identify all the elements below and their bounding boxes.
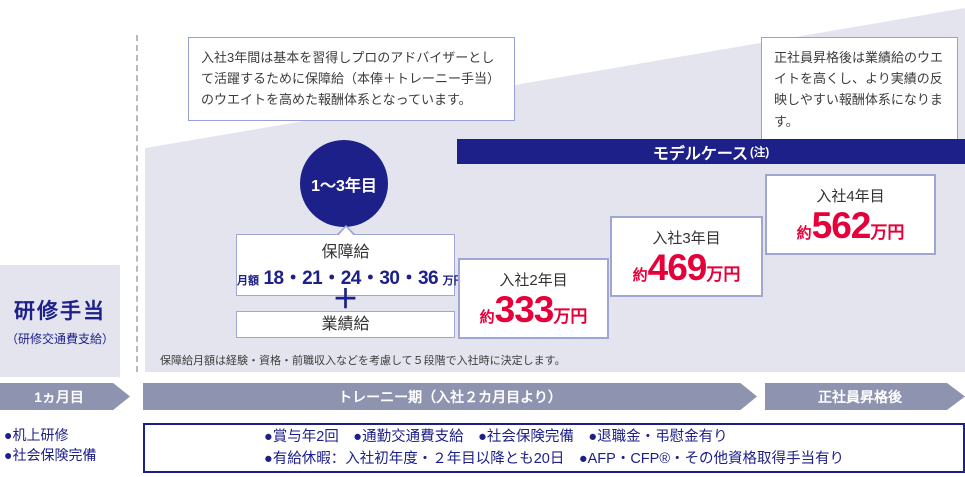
dashed-divider — [136, 35, 138, 372]
training-allowance-title: 研修手当 — [14, 300, 106, 323]
benefits-list: ●賞与年2回 ●通勤交通費支給 ●社会保険完備 ●退職金・弔慰金有り ●有給休暇… — [264, 426, 844, 471]
training-allowance-block: 研修手当 （研修交通費支給） — [0, 265, 120, 377]
years-1-3-badge-label: 1〜3年目 — [311, 177, 377, 195]
years-1-3-badge: 1〜3年目 — [300, 140, 388, 227]
monthly-amounts: 18・21・24・30・36 — [263, 268, 439, 289]
benefits-line-1: ●賞与年2回 ●通勤交通費支給 ●社会保険完備 ●退職金・弔慰金有り — [263, 428, 728, 445]
benefits-box: ●賞与年2回 ●通勤交通費支給 ●社会保険完備 ●退職金・弔慰金有り ●有給休暇… — [143, 423, 965, 473]
model-case-year4-label: 入社4年目 — [816, 188, 885, 205]
timeline-arrow-fulltime: 正社員昇格後 — [765, 383, 965, 410]
model-case-year3-amount: 約469万円 — [612, 249, 761, 286]
first-month-benefits: ●机上研修 ●社会保険完備 — [4, 425, 96, 466]
timeline-month1-label: 1ヵ月目 — [34, 388, 84, 405]
model-case-year2: 入社2年目 約333万円 — [458, 258, 609, 339]
guaranteed-pay-title: 保障給 — [321, 244, 370, 261]
fulltime-callout-text: 正社員昇格後は業績給のウエイトを高くし、より実績の反映しやすい報酬体系になります… — [774, 50, 944, 129]
performance-pay-box: 業績給 — [236, 311, 455, 338]
model-case-banner-note: (注) — [750, 146, 770, 159]
benefits-line-2: ●有給休暇：入社初年度・２年目以降とも20日 ●AFP・CFP®・その他資格取得… — [263, 451, 845, 467]
amount-number: 562 — [811, 205, 872, 246]
trainee-period-callout-text: 入社3年間は基本を習得しプロのアドバイザーとして活躍するために保障給（本俸＋トレ… — [201, 50, 501, 108]
timeline-arrow-trainee: トレーニー期（入社２カ月目より） — [143, 383, 757, 410]
monthly-label: 月額 — [237, 275, 259, 287]
timeline-trainee-label: トレーニー期（入社２カ月目より） — [338, 388, 562, 405]
timeline-arrow-month1: 1ヵ月目 — [0, 383, 130, 410]
model-case-year2-label: 入社2年目 — [499, 272, 568, 289]
trainee-period-callout: 入社3年間は基本を習得しプロのアドバイザーとして活躍するために保障給（本俸＋トレ… — [188, 37, 515, 121]
first-month-benefit-item: ●社会保険完備 — [4, 447, 97, 464]
approx-prefix: 約 — [632, 267, 648, 284]
amount-unit: 万円 — [706, 265, 741, 284]
model-case-year4: 入社4年目 約562万円 — [765, 174, 936, 255]
timeline-fulltime-label: 正社員昇格後 — [818, 388, 902, 405]
fulltime-callout: 正社員昇格後は業績給のウエイトを高くし、より実績の反映しやすい報酬体系になります… — [761, 37, 958, 142]
model-case-banner: モデルケース (注) — [457, 139, 965, 164]
performance-pay-title: 業績給 — [321, 316, 370, 333]
model-case-year3: 入社3年目 約469万円 — [610, 216, 763, 297]
model-case-banner-label: モデルケース — [652, 145, 749, 163]
model-case-year4-amount: 約562万円 — [767, 207, 934, 244]
callout-tail-fill — [337, 227, 354, 236]
plus-sign: ＋ — [332, 284, 359, 314]
amount-unit: 万円 — [870, 223, 905, 242]
amount-number: 333 — [494, 289, 555, 330]
approx-prefix: 約 — [796, 225, 812, 242]
model-case-year3-label: 入社3年目 — [652, 230, 721, 247]
training-allowance-subtitle: （研修交通費支給） — [5, 332, 114, 346]
amount-number: 469 — [647, 247, 708, 288]
approx-prefix: 約 — [479, 309, 495, 326]
model-case-year2-amount: 約333万円 — [460, 291, 607, 328]
first-month-benefit-item: ●机上研修 — [4, 427, 69, 443]
amount-unit: 万円 — [553, 307, 588, 326]
guaranteed-pay-note: 保障給月額は経験・資格・前職収入などを考慮して５段階で入社時に決定します。 — [160, 355, 566, 367]
